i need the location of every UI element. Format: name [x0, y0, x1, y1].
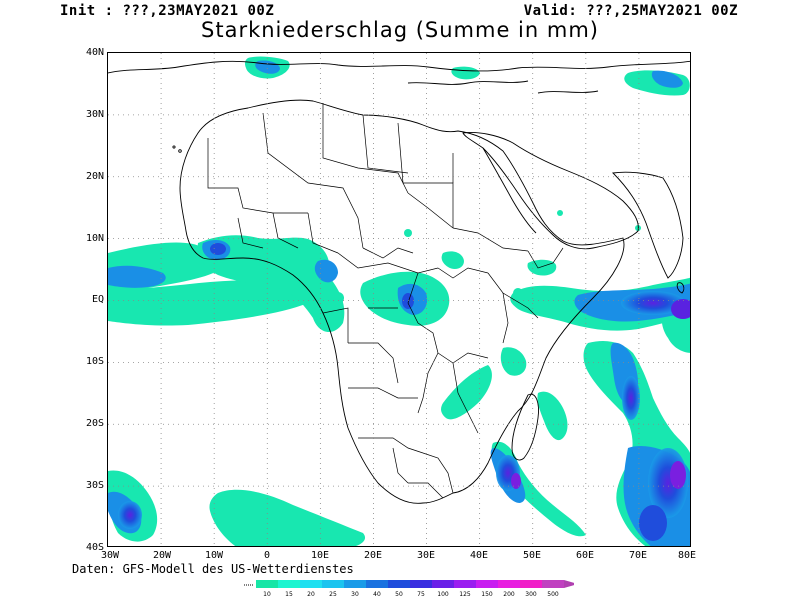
legend-swatch [432, 580, 454, 588]
lat-label-10s: 10S [85, 356, 104, 367]
coastlines [108, 60, 690, 504]
lon-label-0: 0 [263, 550, 271, 561]
valid-time-label: Valid: ???,25MAY2021 00Z [523, 3, 738, 19]
legend-label: 150 [481, 591, 493, 598]
legend-swatch [344, 580, 366, 588]
map-frame [107, 52, 691, 547]
legend-swatch [256, 580, 278, 588]
legend-label: 50 [395, 591, 403, 598]
legend-swatch [498, 580, 520, 588]
lon-label-20w: 20W [152, 550, 172, 561]
data-source-credit: Daten: GFS-Modell des US-Wetterdienstes [72, 562, 354, 576]
precip-map [108, 53, 690, 546]
legend-label: 100 [437, 591, 449, 598]
lon-label-50e: 50E [522, 550, 542, 561]
lat-label-20s: 20S [85, 418, 104, 429]
lon-label-10e: 10E [310, 550, 330, 561]
legend-label: 200 [503, 591, 515, 598]
lon-label-10w: 10W [204, 550, 224, 561]
legend-label: 15 [285, 591, 293, 598]
legend-label: 25 [329, 591, 337, 598]
lon-label-40e: 40E [469, 550, 489, 561]
legend-swatch [366, 580, 388, 588]
legend-swatch [542, 580, 564, 588]
legend-swatch [520, 580, 542, 588]
legend-label: 40 [373, 591, 381, 598]
country-borders [207, 103, 564, 499]
legend-label: 30 [351, 591, 359, 598]
lon-label-70e: 70E [628, 550, 648, 561]
lat-label-10n: 10N [85, 233, 104, 244]
legend-swatch [322, 580, 344, 588]
legend-label: 10 [263, 591, 271, 598]
legend-label: 75 [417, 591, 425, 598]
lon-label-30w: 30W [100, 550, 120, 561]
legend-label: 20 [307, 591, 315, 598]
init-time-label: Init : ???,23MAY2021 00Z [60, 3, 275, 19]
legend-swatch [410, 580, 432, 588]
legend-swatch [300, 580, 322, 588]
lon-label-20e: 20E [363, 550, 383, 561]
legend-swatch [476, 580, 498, 588]
lon-label-60e: 60E [575, 550, 595, 561]
precip-heavy [118, 243, 690, 541]
lat-label-eq: EQ [91, 294, 104, 305]
legend-swatch [454, 580, 476, 588]
lat-label-20n: 20N [85, 171, 104, 182]
map-title: Starkniederschlag (Summe in mm) [201, 18, 599, 42]
legend-label: 300 [525, 591, 537, 598]
lat-label-30n: 30N [85, 109, 104, 120]
lat-label-30s: 30S [85, 480, 104, 491]
legend-label: 500 [547, 591, 559, 598]
legend-arrow-tip [564, 580, 574, 588]
legend-swatch [388, 580, 410, 588]
legend-label: 125 [459, 591, 471, 598]
lat-label-40n: 40N [85, 47, 104, 58]
color-legend [244, 580, 574, 588]
lon-label-80e: 80E [677, 550, 697, 561]
lon-label-30e: 30E [416, 550, 436, 561]
legend-swatch [278, 580, 300, 588]
lat-label-40s: 40S [85, 542, 104, 553]
